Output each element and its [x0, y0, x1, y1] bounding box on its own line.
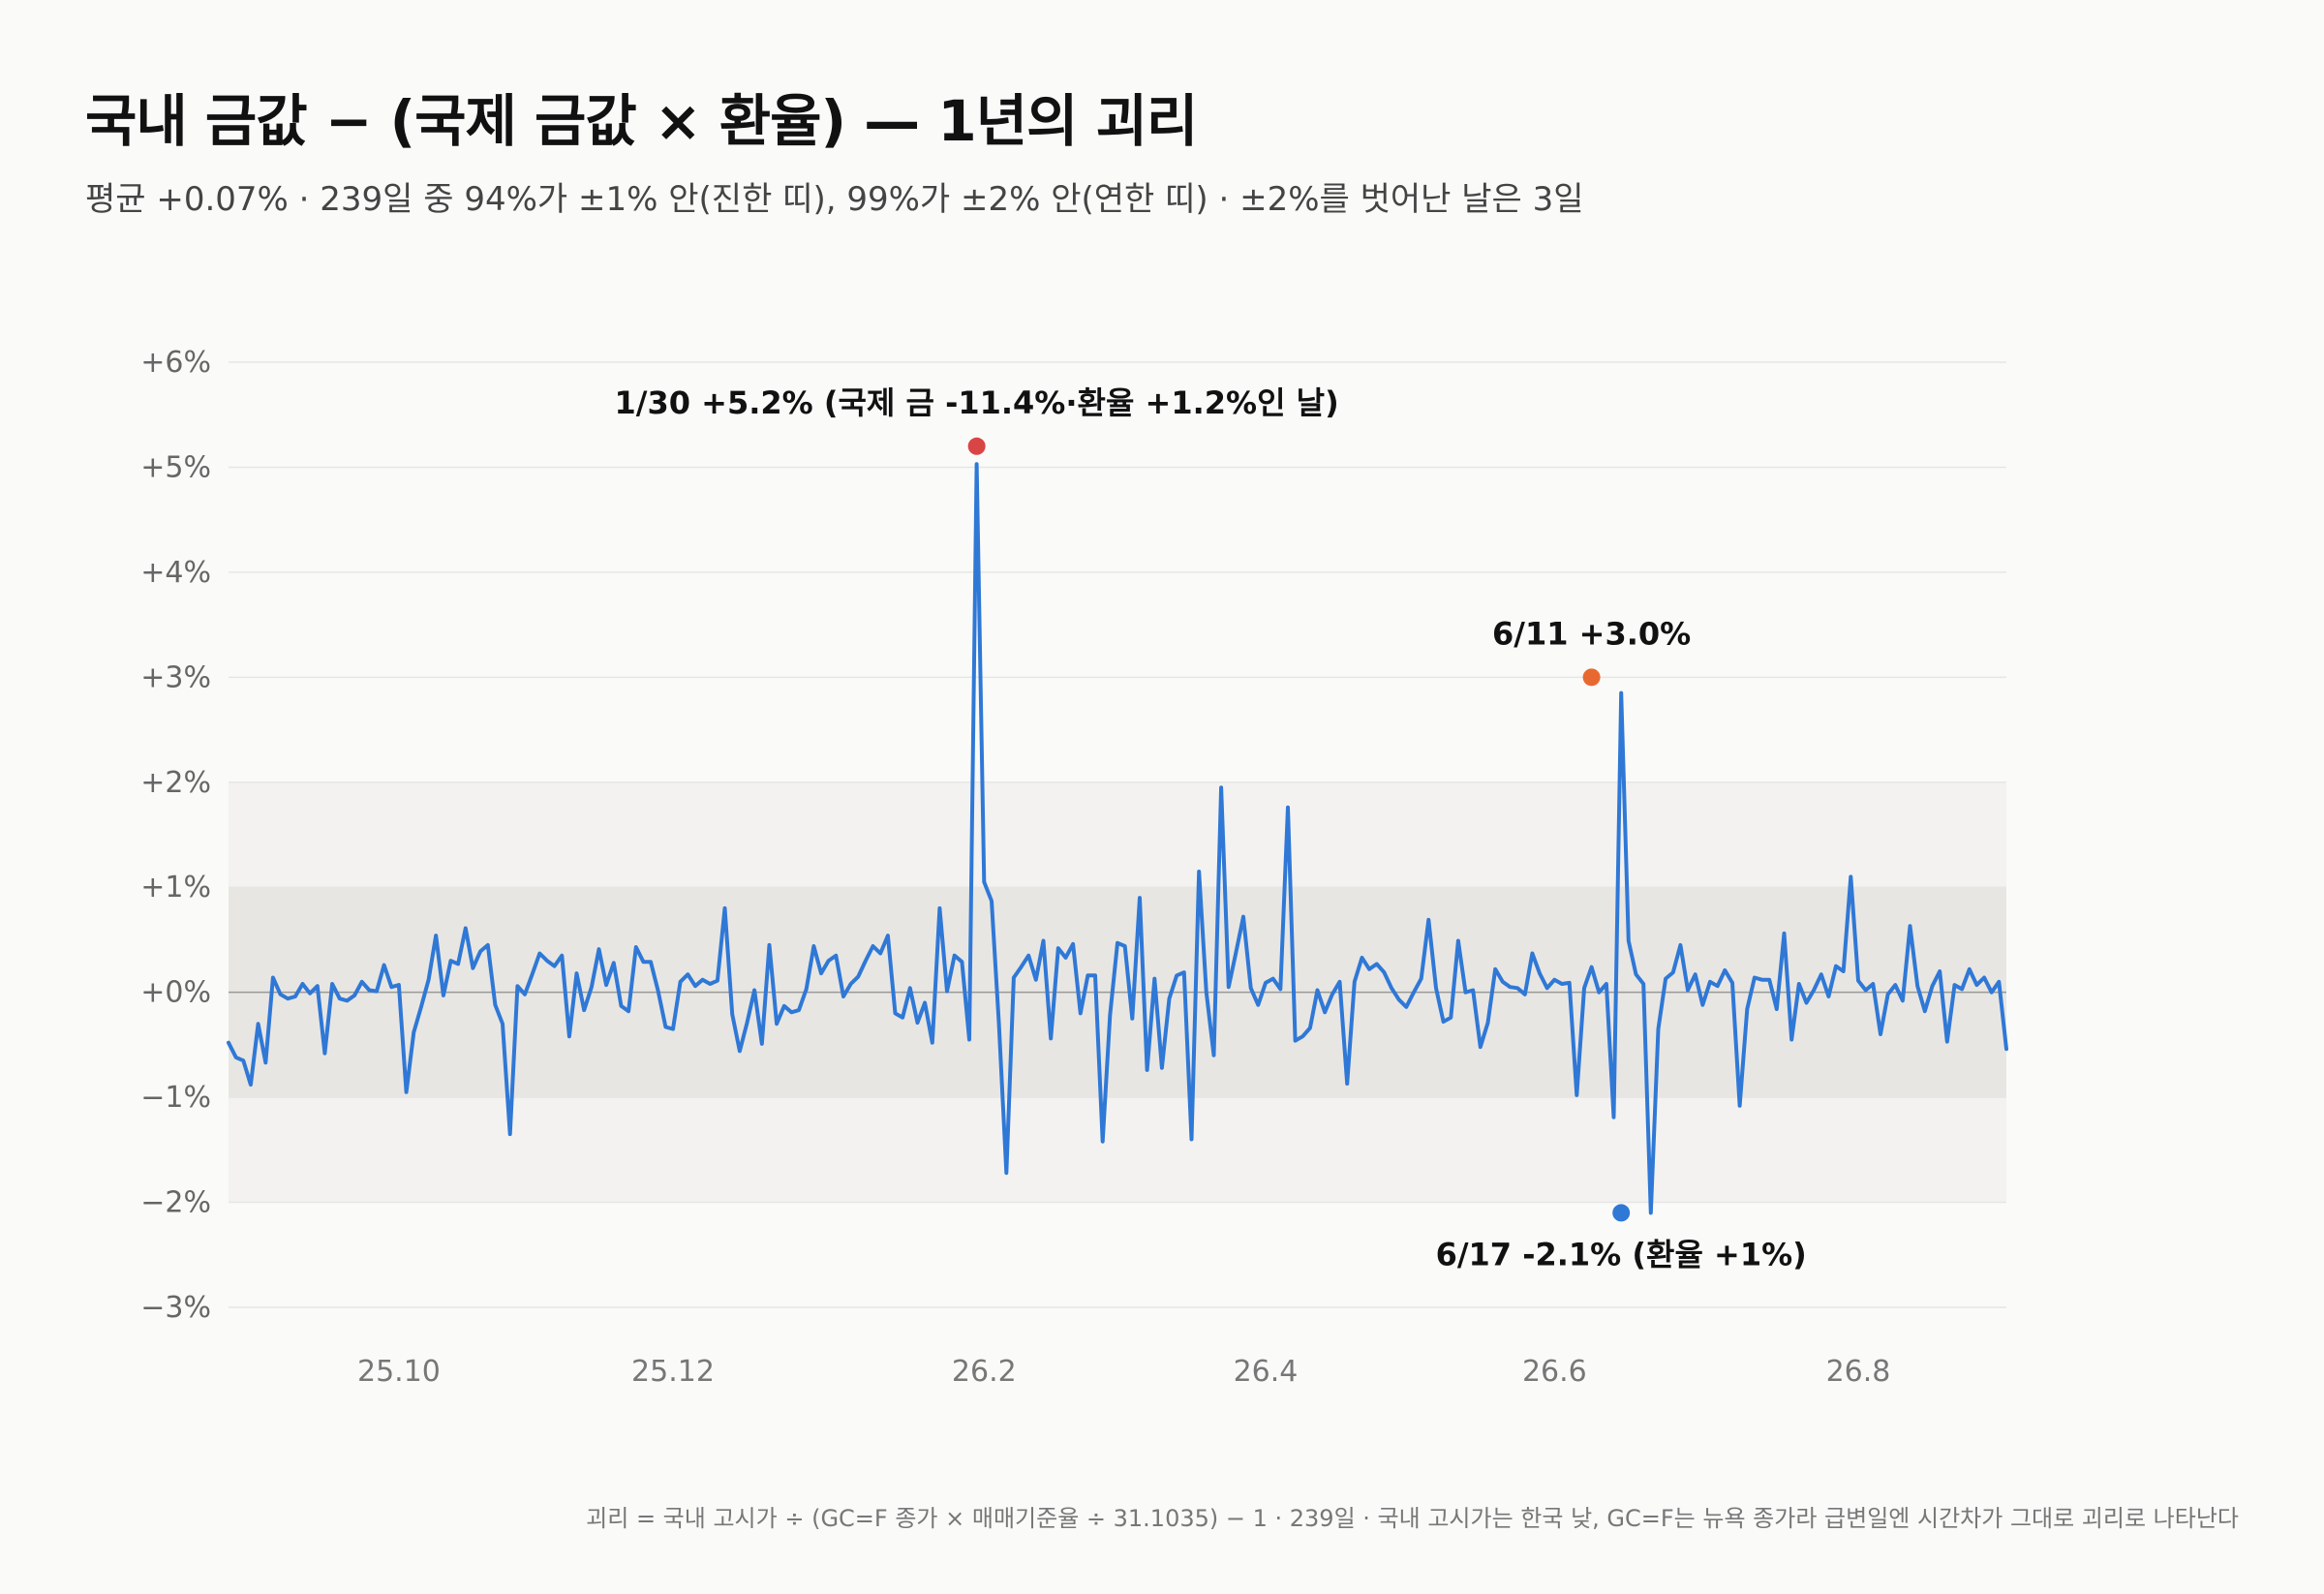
x-tick-label: 26.2: [952, 1355, 1017, 1389]
y-tick-label: +2%: [140, 766, 211, 800]
x-tick-label: 26.4: [1234, 1355, 1299, 1389]
y-tick-label: −2%: [140, 1186, 211, 1220]
annotated-point: [967, 437, 986, 455]
annotation-label: 6/11 +3.0%: [1492, 615, 1691, 652]
y-tick-label: +4%: [140, 556, 211, 590]
x-tick-label: 26.6: [1522, 1355, 1587, 1389]
y-tick-label: +1%: [140, 871, 211, 904]
annotation-label: 6/17 -2.1% (환율 +1%): [1436, 1236, 1807, 1272]
y-tick-label: +3%: [140, 660, 211, 694]
chart-subtitle: 평균 +0.07% · 239일 중 94%가 ±1% 안(진한 띠), 99%…: [85, 180, 1584, 219]
chart-title: 국내 금값 − (국제 금값 × 환율) — 1년의 괴리: [85, 88, 1198, 154]
chart-footnote: 괴리 = 국내 고시가 ÷ (GC=F 종가 × 매매기준율 ÷ 31.1035…: [586, 1505, 2239, 1532]
annotated-point: [1612, 1204, 1631, 1222]
x-tick-label: 26.8: [1826, 1355, 1891, 1389]
annotated-point: [1582, 668, 1601, 687]
divergence-series-line: [227, 462, 2008, 1215]
y-tick-label: −3%: [140, 1291, 211, 1325]
y-tick-label: +0%: [140, 976, 211, 1010]
y-tick-label: +5%: [140, 450, 211, 484]
x-tick-label: 25.10: [357, 1355, 441, 1389]
y-tick-label: +6%: [140, 346, 211, 380]
y-tick-label: −1%: [140, 1081, 211, 1115]
x-tick-label: 25.12: [631, 1355, 715, 1389]
annotation-label: 1/30 +5.2% (국제 금 -11.4%·환율 +1.2%인 날): [615, 384, 1339, 421]
